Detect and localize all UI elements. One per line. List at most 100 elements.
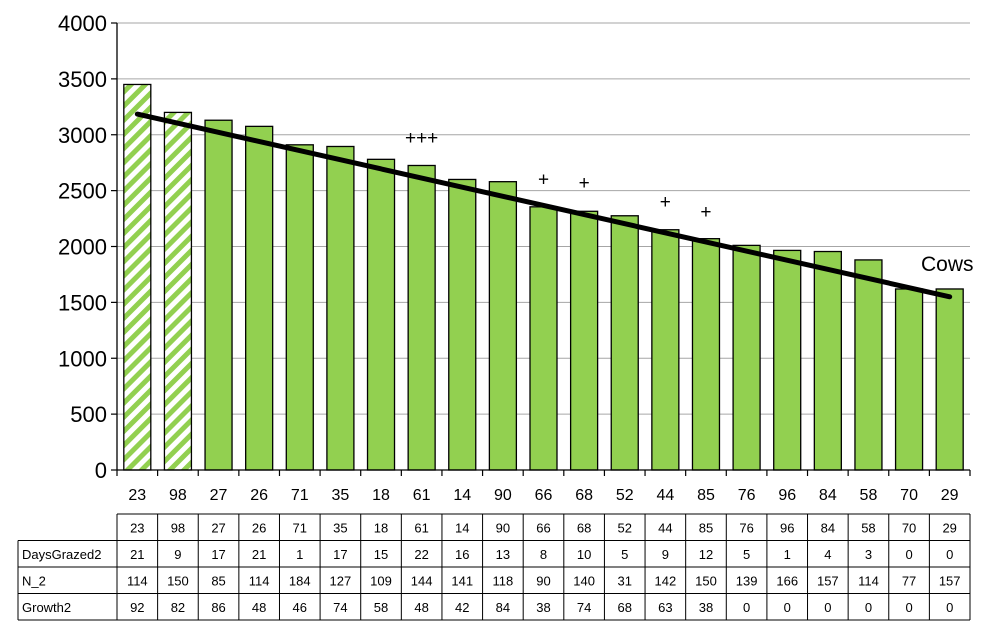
bar-85	[691, 238, 721, 471]
table-cell: 46	[293, 600, 307, 615]
table-cell: 92	[130, 600, 144, 615]
table-cell: 21	[252, 547, 266, 562]
table-cell: 8	[540, 547, 547, 562]
x-tick-label: 14	[453, 487, 471, 504]
y-tick-label: 3000	[58, 123, 107, 148]
y-tick-label: 1500	[58, 290, 107, 315]
table-header-cell: 76	[739, 520, 753, 535]
table-cell: 5	[621, 547, 628, 562]
table-cell: 15	[374, 547, 388, 562]
bar-70	[894, 288, 924, 471]
bar-98	[163, 111, 193, 471]
table-cell: 109	[370, 573, 392, 588]
table-row-label: N_2	[22, 573, 46, 588]
table-cell: 74	[333, 600, 347, 615]
table-cell: 82	[171, 600, 185, 615]
marker-label: +	[700, 202, 711, 223]
table-cell: 127	[330, 573, 352, 588]
table-cell: 150	[695, 573, 717, 588]
x-tick-label: 70	[900, 487, 918, 504]
table-cell: 141	[451, 573, 473, 588]
table-header-cell: 98	[171, 520, 185, 535]
table-cell: 142	[655, 573, 677, 588]
table-header-cell: 68	[577, 520, 591, 535]
table-cell: 0	[946, 600, 953, 615]
x-tick-label: 52	[616, 487, 634, 504]
table-cell: 184	[289, 573, 311, 588]
table-cell: 38	[536, 600, 550, 615]
table-cell: 166	[776, 573, 798, 588]
table-cell: 58	[374, 600, 388, 615]
table-cell: 139	[736, 573, 758, 588]
table-cell: 0	[905, 547, 912, 562]
table-cell: 0	[946, 547, 953, 562]
bar-44	[651, 229, 680, 471]
bar-84	[813, 250, 842, 471]
bar-90	[488, 181, 518, 471]
x-tick-label: 85	[697, 487, 715, 504]
bar-58	[854, 259, 883, 471]
bar-18	[366, 158, 396, 471]
marker-label: +	[579, 173, 590, 194]
table-cell: 157	[939, 573, 961, 588]
table-cell: 13	[496, 547, 510, 562]
table-cell: 0	[865, 600, 872, 615]
bar-23	[123, 83, 152, 471]
table-header-cell: 96	[780, 520, 794, 535]
axes: 0 500 1000 1500 2000 2500 3000 3500 4000 23 98 27 26…	[58, 11, 971, 504]
table-header-cell: 85	[699, 520, 713, 535]
x-tick-label: 58	[860, 487, 878, 504]
x-tick-label: 29	[941, 487, 959, 504]
y-tick-label: 4000	[58, 11, 107, 36]
table-cell: 90	[536, 573, 550, 588]
table-header-cell: 14	[455, 520, 469, 535]
table-cell: 1	[784, 547, 791, 562]
table-cell: 144	[411, 573, 433, 588]
bar-96	[773, 249, 802, 471]
table-cell: 140	[573, 573, 595, 588]
table-cell: 48	[252, 600, 266, 615]
y-tick-label: 2500	[58, 179, 107, 204]
table-cell: 150	[167, 573, 189, 588]
trend-label-cows: Cows	[921, 253, 974, 276]
table-cell: 0	[905, 600, 912, 615]
table-header-cell: 29	[942, 520, 956, 535]
x-tick-label: 35	[332, 487, 350, 504]
labels: ++++ ++ +Cows	[405, 128, 974, 276]
x-tick-label: 76	[738, 487, 756, 504]
x-tick-label: 71	[291, 487, 309, 504]
table-cell: 0	[824, 600, 831, 615]
table-cell: 74	[577, 600, 591, 615]
bar-29	[935, 288, 964, 471]
table-cell: 118	[493, 573, 514, 588]
table-header-cell: 71	[293, 520, 307, 535]
trendline-line	[134, 111, 953, 300]
table-row-label: DaysGrazed2	[22, 547, 101, 562]
table-cell: 21	[130, 547, 144, 562]
table-header-cell: 66	[536, 520, 550, 535]
table-cell: 0	[743, 600, 750, 615]
table-cell: 63	[658, 600, 672, 615]
table-cell: 114	[858, 573, 879, 588]
marker-label: +	[660, 192, 671, 213]
bar-68	[569, 210, 599, 471]
table-cell: 17	[211, 547, 225, 562]
table-cell: 114	[249, 573, 270, 588]
table-header-cell: 44	[658, 520, 672, 535]
data-table: 23 98 27 26 71 35 18 61 14 90 66 68 52 44 85 76 96 84 58 70…	[17, 513, 971, 621]
table-header-cell: 27	[211, 520, 225, 535]
table-cell: 5	[743, 547, 750, 562]
y-tick-label: 1000	[58, 346, 107, 371]
bar-71	[285, 144, 314, 471]
marker-label: +++	[405, 128, 438, 149]
y-tick-label: 2000	[58, 235, 107, 260]
table-header-cell: 18	[374, 520, 388, 535]
table-header-cell: 90	[496, 520, 510, 535]
table-cell: 12	[699, 547, 713, 562]
y-tick-label: 3500	[58, 67, 107, 92]
table-cell: 3	[865, 547, 872, 562]
table-cell: 10	[577, 547, 591, 562]
table-cell: 4	[824, 547, 831, 562]
bar-26	[245, 125, 274, 471]
